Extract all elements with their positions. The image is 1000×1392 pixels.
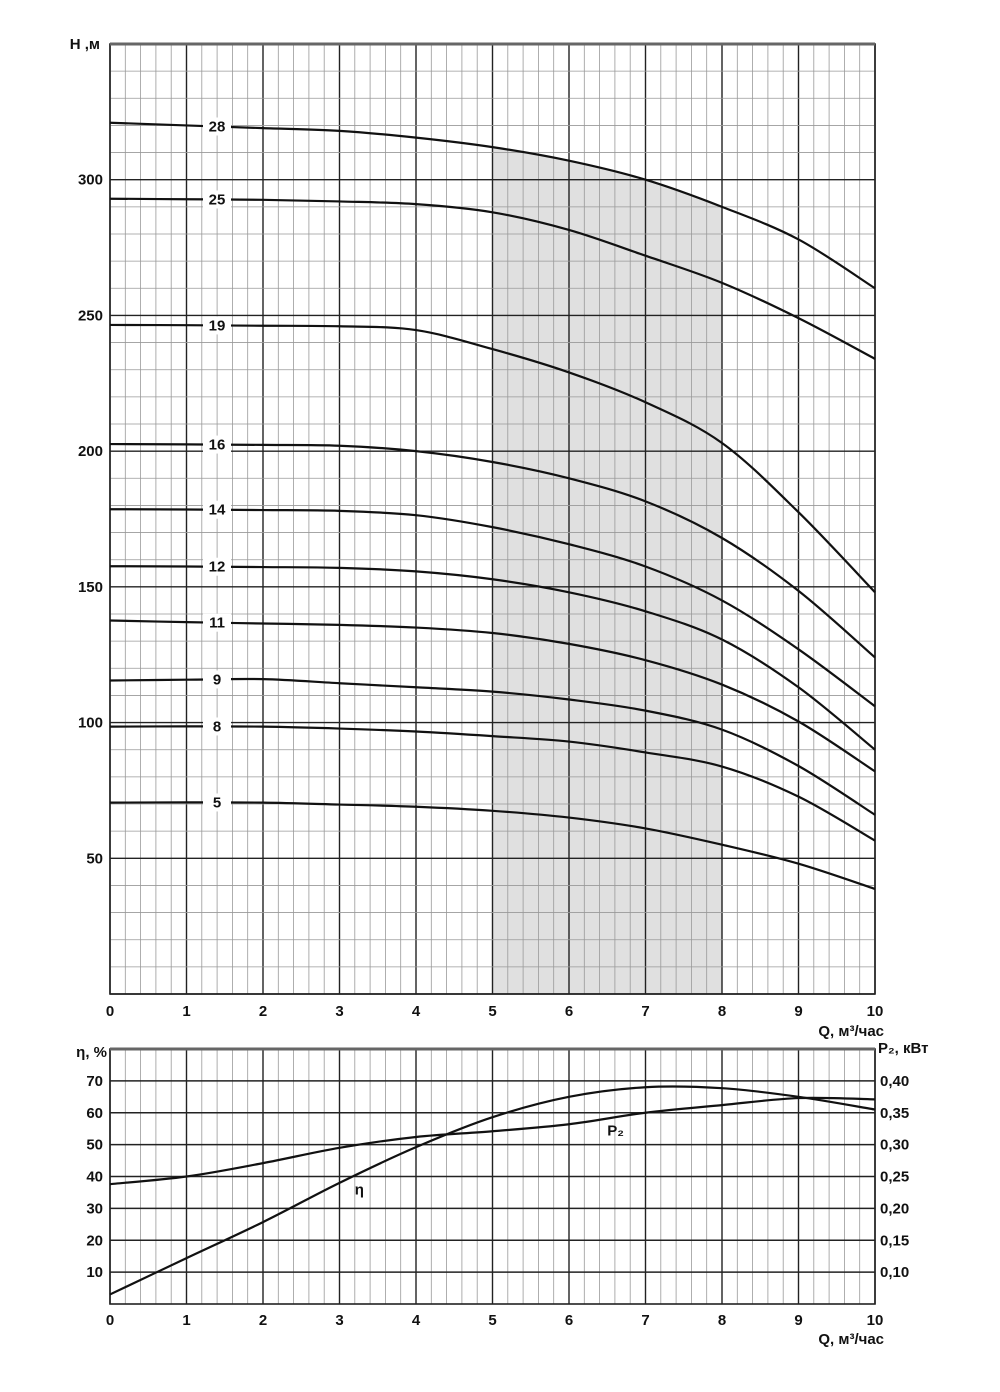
pump-curve-14 bbox=[109, 508, 876, 708]
x-tick-label: 2 bbox=[259, 1003, 267, 1020]
pump-curve-11 bbox=[109, 619, 876, 773]
x-tick-label: 1 bbox=[182, 1003, 190, 1020]
curve-label-background bbox=[203, 435, 231, 454]
y-tick-label-right: 0,20 bbox=[880, 1200, 909, 1217]
curve-label-background bbox=[203, 190, 231, 209]
pump-curve-28 bbox=[109, 121, 876, 290]
x-tick-label: 9 bbox=[794, 1312, 802, 1329]
curve-label: P₂ bbox=[607, 1123, 624, 1140]
curve-power bbox=[109, 1096, 876, 1186]
curve-label: η bbox=[355, 1181, 364, 1198]
x-tick-label: 6 bbox=[565, 1003, 573, 1020]
curve-label: 19 bbox=[209, 317, 226, 334]
y-tick-label-right: 0,25 bbox=[880, 1169, 909, 1186]
curve-label: 16 bbox=[209, 437, 226, 454]
y-axis-label-left: η, % bbox=[76, 1044, 107, 1061]
pump-curve-8 bbox=[109, 725, 876, 842]
curve-label: 12 bbox=[209, 559, 226, 576]
x-tick-label: 8 bbox=[718, 1003, 726, 1020]
pump-curve-9 bbox=[109, 677, 876, 816]
recommended-range-shading bbox=[492, 147, 722, 995]
curve-label-background bbox=[203, 117, 231, 136]
x-tick-label: 7 bbox=[641, 1312, 649, 1329]
curve-label-background bbox=[203, 500, 231, 519]
curve-label: 11 bbox=[209, 615, 225, 632]
curve-label-background bbox=[203, 613, 231, 632]
x-tick-label: 2 bbox=[259, 1312, 267, 1329]
curve-label: 28 bbox=[209, 119, 226, 136]
x-tick-label: 8 bbox=[718, 1312, 726, 1329]
curve-label-background bbox=[203, 557, 231, 576]
y-tick-label-left: 60 bbox=[86, 1105, 103, 1122]
x-tick-label: 3 bbox=[335, 1312, 343, 1329]
curve-label-background bbox=[203, 316, 231, 335]
curve-efficiency bbox=[109, 1085, 876, 1296]
pump-curve-25 bbox=[109, 197, 876, 360]
curve-label: 8 bbox=[213, 718, 221, 735]
x-axis-label: Q, м³/час bbox=[818, 1331, 884, 1348]
pump-curve-16 bbox=[109, 442, 876, 659]
y-tick-label: 100 bbox=[78, 715, 103, 732]
curve-label: 14 bbox=[209, 502, 226, 519]
x-tick-label: 1 bbox=[182, 1312, 190, 1329]
x-tick-label: 0 bbox=[106, 1312, 114, 1329]
x-tick-label: 10 bbox=[867, 1003, 884, 1020]
pump-curve-12 bbox=[109, 565, 876, 751]
y-tick-label-left: 20 bbox=[86, 1232, 103, 1249]
x-tick-label: 10 bbox=[867, 1312, 884, 1329]
y-tick-label-left: 70 bbox=[86, 1073, 103, 1090]
y-axis-label-right: P₂, кВт bbox=[878, 1040, 929, 1057]
x-tick-label: 5 bbox=[488, 1312, 496, 1329]
x-tick-label: 3 bbox=[335, 1003, 343, 1020]
curve-label-background bbox=[203, 793, 231, 812]
y-tick-label-left: 50 bbox=[86, 1137, 103, 1154]
curve-label-background bbox=[203, 717, 231, 736]
y-tick-label-right: 0,35 bbox=[880, 1105, 909, 1122]
curve-label: 25 bbox=[209, 191, 226, 208]
pump-curve-19 bbox=[109, 323, 876, 594]
y-tick-label-left: 40 bbox=[86, 1169, 103, 1186]
x-tick-label: 4 bbox=[412, 1003, 421, 1020]
curve-label-background bbox=[203, 670, 231, 689]
pump-curve-5 bbox=[109, 801, 876, 891]
x-axis-label: Q, м³/час bbox=[818, 1023, 884, 1040]
y-tick-label-right: 0,30 bbox=[880, 1137, 909, 1154]
curve-label: 5 bbox=[213, 794, 221, 811]
y-tick-label: 150 bbox=[78, 579, 103, 596]
x-tick-label: 4 bbox=[412, 1312, 421, 1329]
y-tick-label-right: 0,10 bbox=[880, 1264, 909, 1281]
y-tick-label-left: 30 bbox=[86, 1200, 103, 1217]
x-tick-label: 5 bbox=[488, 1003, 496, 1020]
x-tick-label: 7 bbox=[641, 1003, 649, 1020]
y-tick-label: 200 bbox=[78, 443, 103, 460]
y-tick-label: 250 bbox=[78, 307, 103, 324]
x-tick-label: 9 bbox=[794, 1003, 802, 1020]
y-tick-label-right: 0,15 bbox=[880, 1232, 909, 1249]
y-tick-label-right: 0,40 bbox=[880, 1073, 909, 1090]
x-tick-label: 6 bbox=[565, 1312, 573, 1329]
y-axis-label: H ,м bbox=[70, 36, 100, 53]
y-tick-label: 50 bbox=[86, 850, 103, 867]
x-tick-label: 0 bbox=[106, 1003, 114, 1020]
y-tick-label-left: 10 bbox=[86, 1264, 103, 1281]
curve-label: 9 bbox=[213, 671, 221, 688]
efficiency-power-chart: 0 1 2 3 4 5 6 7 8 9 10 10 20 30 40 50 60 70 0,10 0,15 0,20 0,… bbox=[76, 1040, 928, 1348]
y-tick-label: 300 bbox=[78, 172, 103, 189]
